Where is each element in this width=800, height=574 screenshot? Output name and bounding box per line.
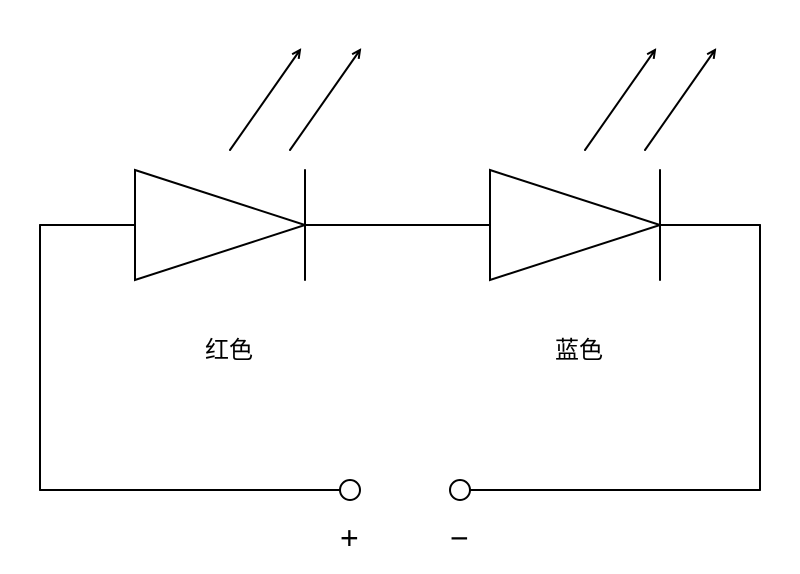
led-series-circuit-diagram bbox=[0, 0, 800, 574]
terminal-negative-symbol: − bbox=[450, 520, 469, 557]
led2-label: 蓝色 bbox=[555, 330, 603, 365]
terminal-positive-symbol: + bbox=[340, 520, 359, 557]
led1-label: 红色 bbox=[205, 330, 253, 365]
